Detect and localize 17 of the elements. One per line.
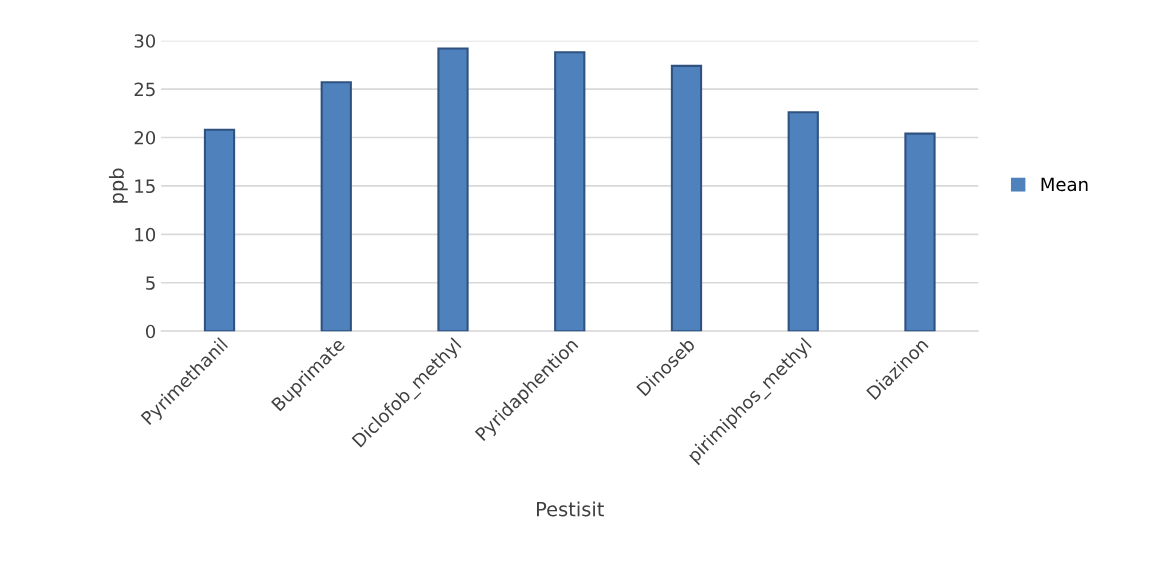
bar [670,64,703,332]
bar [787,111,819,332]
bar [320,81,352,332]
y-tick-label: 30 [134,34,156,48]
y-tick-label: 25 [134,82,155,97]
legend-label: Mean [1041,177,1088,192]
y-tick-label: 10 [135,227,156,242]
x-axis-title: Pestisit [537,501,604,517]
y-tick-label: 5 [146,276,155,290]
y-tick-label: 20 [134,130,156,145]
bar [554,51,586,332]
bar [203,128,236,332]
y-axis-title: ppb [108,168,128,203]
y-tick-label: 0 [145,324,156,339]
bar [904,132,936,332]
bar [437,47,469,332]
y-tick-label: 15 [135,179,155,194]
